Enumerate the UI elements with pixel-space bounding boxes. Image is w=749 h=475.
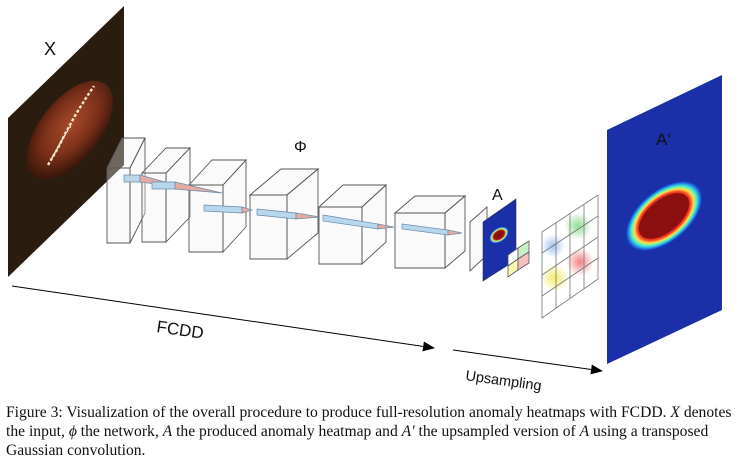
caption-aprime: A′ bbox=[401, 423, 415, 440]
network-block-3 bbox=[187, 158, 248, 254]
figure-caption: Figure 3: Visualization of the overall p… bbox=[6, 403, 746, 460]
caption-a2: A bbox=[579, 423, 590, 440]
caption-part-3: the network, bbox=[76, 423, 163, 440]
fcdd-diagram: X bbox=[8, 6, 722, 395]
heatmap-label: A bbox=[492, 187, 503, 204]
receptive-field-paths bbox=[123, 174, 463, 236]
caption-part-1: Figure 3: Visualization of the overall p… bbox=[6, 404, 671, 421]
fcdd-arrow bbox=[11, 285, 435, 352]
upsampling-arrow bbox=[452, 349, 603, 375]
fcdd-label: FCDD bbox=[155, 317, 204, 343]
network-block-2 bbox=[140, 146, 192, 244]
caption-phi: ϕ bbox=[68, 423, 77, 440]
input-label: X bbox=[44, 39, 56, 59]
input-image bbox=[8, 6, 124, 277]
caption-part-6: using a transposed Gaussian convolution. bbox=[6, 423, 709, 459]
network-layer-blocks bbox=[106, 137, 488, 273]
network-label: Φ bbox=[294, 139, 307, 156]
upsampled-label: A‘ bbox=[656, 130, 671, 149]
small-kernel bbox=[507, 240, 530, 278]
caption-part-2: denotes the input, bbox=[6, 404, 732, 440]
network-block-1 bbox=[106, 137, 146, 244]
upsampling-label: Upsampling bbox=[464, 368, 542, 395]
caption-a: A bbox=[162, 423, 173, 440]
caption-part-4: the produced anomaly heatmap and bbox=[172, 423, 402, 440]
heatmap-large bbox=[607, 75, 722, 364]
caption-part-5: the upsampled version of bbox=[414, 423, 580, 440]
gaussian-kernel-grid bbox=[541, 194, 599, 319]
caption-x: X bbox=[670, 404, 680, 421]
